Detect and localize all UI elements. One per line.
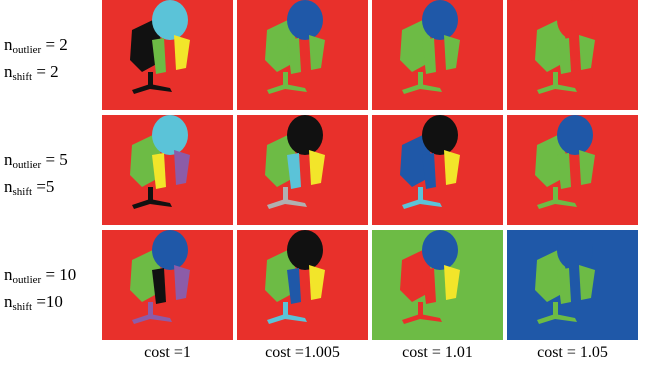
label-tail: = 10	[41, 265, 76, 284]
label-sub: outlier	[13, 274, 42, 286]
chair-post	[418, 72, 423, 86]
label-base: n	[4, 35, 13, 54]
label-line: nshift =5	[4, 176, 68, 203]
chair-post	[148, 302, 153, 316]
label-base: n	[4, 292, 13, 311]
label-sub: shift	[13, 301, 33, 313]
chair-post	[283, 302, 288, 316]
label-base: n	[4, 150, 13, 169]
torso	[422, 115, 458, 155]
segmentation-image	[507, 115, 638, 225]
label-line: noutlier = 10	[4, 264, 76, 291]
segmentation-image	[507, 0, 638, 110]
label-tail: =5	[32, 177, 54, 196]
chair-post	[553, 187, 558, 201]
segmentation-image	[372, 115, 503, 225]
segmentation-image	[102, 115, 233, 225]
chair-post	[418, 302, 423, 316]
label-line: nshift =10	[4, 291, 76, 318]
label-sub: shift	[13, 186, 33, 198]
label-tail: = 2	[41, 35, 68, 54]
chair-post	[148, 187, 153, 201]
torso	[422, 230, 458, 270]
label-line: nshift = 2	[4, 61, 68, 88]
torso	[557, 0, 593, 40]
torso	[152, 230, 188, 270]
label-sub: outlier	[13, 44, 42, 56]
segmentation-grid	[0, 0, 660, 367]
label-base: n	[4, 265, 13, 284]
label-base: n	[4, 177, 13, 196]
torso	[152, 115, 188, 155]
chair-post	[148, 72, 153, 86]
chair-post	[553, 72, 558, 86]
chair-post	[283, 187, 288, 201]
segmentation-image	[102, 230, 233, 340]
label-sub: shift	[13, 71, 33, 83]
segmentation-image	[237, 115, 368, 225]
segmentation-image	[372, 230, 503, 340]
column-label: cost =1	[102, 344, 233, 362]
segmentation-image	[237, 230, 368, 340]
label-line: noutlier = 5	[4, 149, 68, 176]
torso	[557, 115, 593, 155]
label-tail: =10	[32, 292, 63, 311]
label-tail: = 2	[32, 62, 59, 81]
label-sub: outlier	[13, 159, 42, 171]
torso	[287, 115, 323, 155]
torso	[287, 0, 323, 40]
segmentation-image	[237, 0, 368, 110]
chair-post	[553, 302, 558, 316]
label-line: noutlier = 2	[4, 34, 68, 61]
segmentation-image	[372, 0, 503, 110]
chair-post	[283, 72, 288, 86]
chair-post	[418, 187, 423, 201]
segmentation-image	[507, 230, 638, 340]
torso	[422, 0, 458, 40]
segmentation-image	[102, 0, 233, 110]
label-tail: = 5	[41, 150, 68, 169]
column-label: cost = 1.01	[372, 344, 503, 362]
torso	[287, 230, 323, 270]
torso	[152, 0, 188, 40]
torso	[557, 230, 593, 270]
column-label: cost = 1.05	[507, 344, 638, 362]
label-base: n	[4, 62, 13, 81]
column-label: cost =1.005	[237, 344, 368, 362]
figure: noutlier = 2nshift = 2noutlier = 5nshift…	[0, 0, 660, 367]
